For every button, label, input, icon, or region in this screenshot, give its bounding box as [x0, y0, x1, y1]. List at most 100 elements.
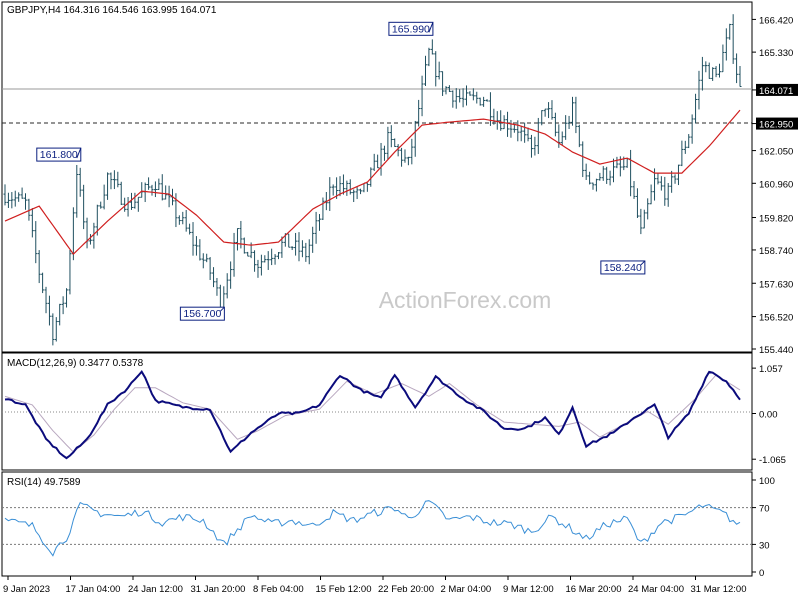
price-bar [259, 254, 263, 276]
price-bar [598, 172, 602, 181]
price-bar [540, 110, 544, 126]
price-bar [6, 192, 10, 208]
price-bar [560, 131, 564, 146]
macd-axis: 1.057 0.00 -1.065 [752, 364, 786, 466]
price-bar [458, 89, 462, 103]
price-bar [266, 251, 270, 270]
price-annotation: 161.800 [36, 147, 82, 162]
price-bar [533, 136, 537, 156]
price-panel-frame [1, 1, 753, 353]
time-axis-label: 2 Mar 04:00 [441, 584, 492, 595]
price-bar [591, 182, 595, 190]
price-bar [649, 184, 653, 205]
price-bar [263, 255, 267, 263]
price-bar [13, 190, 17, 207]
price-annotation: 156.700 [179, 306, 225, 321]
annotation-pointer [640, 260, 646, 266]
annotation-label: 156.700 [183, 308, 221, 320]
price-bar [24, 193, 28, 210]
time-axis-label: 15 Feb 12:00 [316, 584, 372, 595]
moving-average-group [4, 109, 741, 256]
price-bar [102, 184, 106, 210]
price-bar [420, 75, 424, 117]
price-bar [553, 112, 557, 137]
price-bar [65, 288, 69, 308]
price-bar [51, 313, 55, 346]
price-bar [646, 198, 650, 220]
price-bar [106, 172, 110, 200]
price-axis-label: 158.740 [759, 246, 793, 257]
price-bar [112, 170, 116, 190]
rsi-axis-label: 0 [759, 568, 764, 579]
price-bar [17, 192, 21, 202]
price-bar [147, 177, 151, 190]
price-bar [273, 254, 277, 265]
annotation-box [179, 306, 225, 321]
price-bar [205, 253, 209, 263]
price-bar [547, 102, 551, 119]
price-bar [37, 250, 41, 284]
price-bar [714, 66, 718, 78]
price-panel-header: GBPJPY,H4 164.316 164.546 163.995 164.07… [7, 5, 217, 16]
price-annotations-group: 165.990 161.800 156.700 158.240 [36, 21, 646, 321]
level-price-tag [756, 117, 798, 130]
price-bar [601, 166, 605, 181]
price-axis: 166.420 165.330 164.071 162.950 162.050 160.9… [752, 15, 798, 356]
price-axis-label: 162.050 [759, 147, 793, 158]
price-bar [451, 90, 455, 108]
price-annotation: 158.240 [600, 260, 646, 275]
price-axis-label: 165.330 [759, 48, 793, 59]
time-axis-label: 31 Mar 12:00 [691, 584, 747, 595]
time-axis-label: 24 Mar 04:00 [628, 584, 684, 595]
price-bar [437, 61, 441, 80]
price-axis-label: 155.440 [759, 345, 793, 356]
price-bar [212, 267, 216, 288]
price-bar [116, 171, 120, 188]
price-bar [543, 108, 547, 117]
rsi-lines-group [2, 500, 752, 557]
rsi-axis-label: 100 [759, 476, 775, 487]
price-bar [738, 66, 742, 87]
price-bar [369, 167, 373, 187]
price-bar [711, 67, 715, 81]
price-bar [639, 208, 643, 235]
macd-axis-label: 1.057 [759, 364, 783, 375]
price-bar [253, 250, 257, 272]
price-bar [61, 296, 65, 315]
price-bar [704, 61, 708, 73]
price-bar [529, 134, 533, 158]
time-axis-label: 31 Jan 20:00 [191, 584, 246, 595]
price-bar [188, 223, 192, 235]
price-bar [54, 317, 58, 342]
macd-axis-label: 0.00 [759, 410, 778, 421]
price-bar [608, 170, 612, 186]
price-bar [485, 99, 489, 102]
price-bar [731, 14, 735, 64]
price-bar [75, 164, 79, 218]
price-bar [297, 232, 301, 262]
price-bar [157, 178, 161, 190]
current-price-tag [756, 83, 798, 96]
price-bar [270, 248, 274, 266]
price-bar [577, 124, 581, 148]
time-axis-label: 17 Jan 04:00 [66, 584, 121, 595]
price-bar [129, 192, 133, 210]
price-bar [229, 261, 233, 289]
price-bar [683, 140, 687, 154]
price-bar [635, 188, 639, 219]
price-bar [153, 181, 157, 198]
price-axis-label: 157.630 [759, 279, 793, 290]
price-bar [550, 100, 554, 120]
annotation-label: 158.240 [604, 262, 642, 274]
price-bar [663, 176, 667, 206]
rsi-panel-header: RSI(14) 49.7589 [7, 477, 81, 488]
price-bar [444, 86, 448, 95]
price-bar [389, 125, 393, 148]
price-bar [300, 240, 304, 258]
price-bar [215, 277, 219, 296]
price-bar [232, 232, 236, 277]
price-bar [482, 96, 486, 107]
time-axis-label: 9 Jan 2023 [3, 584, 50, 595]
price-bar [123, 197, 127, 212]
price-bar [198, 239, 202, 261]
